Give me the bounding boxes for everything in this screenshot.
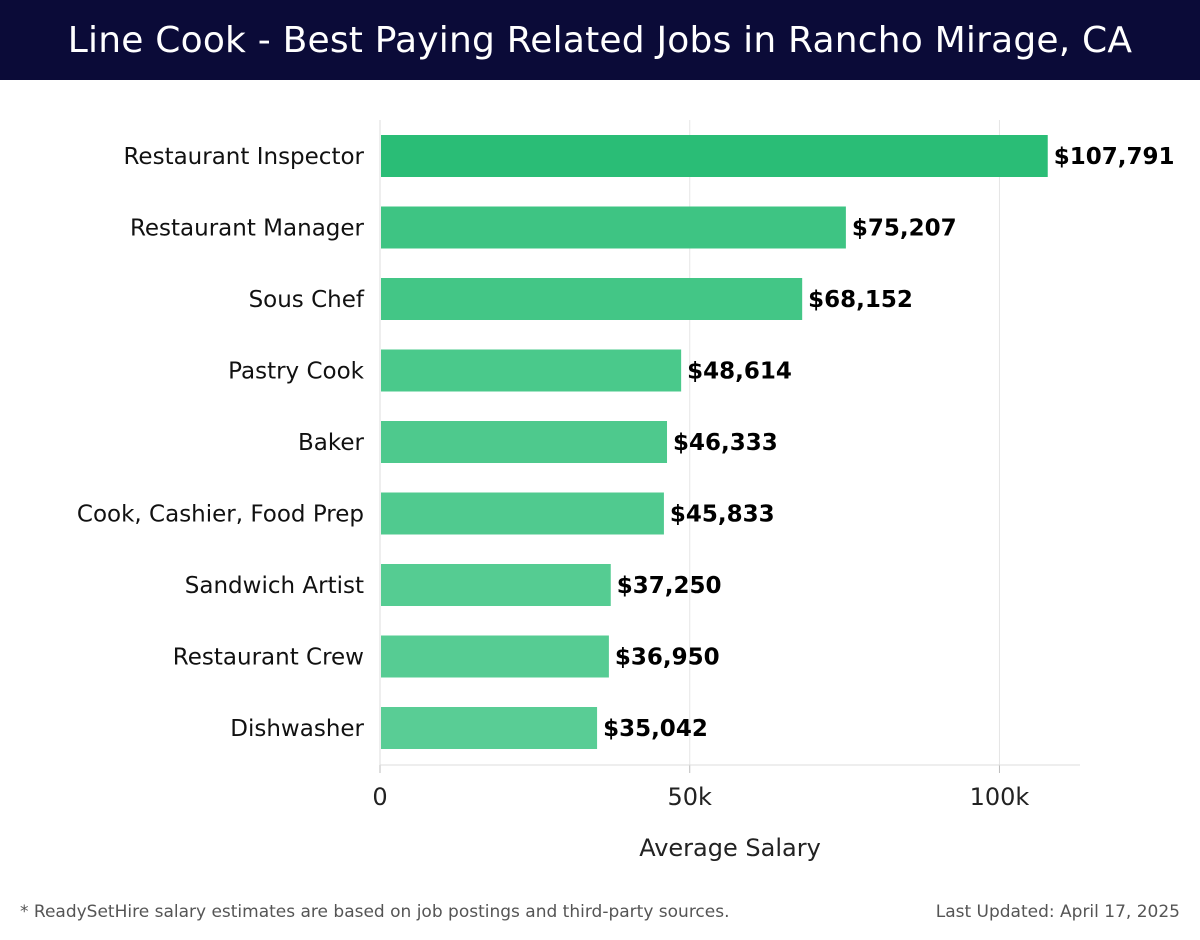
last-updated: Last Updated: April 17, 2025	[935, 902, 1180, 922]
bar	[381, 421, 668, 463]
x-tick-label: 0	[372, 783, 387, 811]
chart-header: Line Cook - Best Paying Related Jobs in …	[0, 0, 1200, 80]
value-label: $36,950	[615, 645, 720, 671]
category-label: Cook, Cashier, Food Prep	[77, 502, 364, 528]
value-label: $37,250	[617, 573, 722, 599]
value-label: $35,042	[603, 716, 708, 742]
category-label: Dishwasher	[230, 716, 364, 742]
bar	[381, 707, 598, 749]
category-label: Restaurant Crew	[173, 645, 364, 671]
bar	[381, 135, 1048, 177]
chart-title: Line Cook - Best Paying Related Jobs in …	[67, 19, 1133, 61]
category-label: Pastry Cook	[228, 359, 365, 385]
bar	[381, 492, 664, 535]
bar	[381, 564, 611, 606]
bar	[381, 349, 682, 392]
value-label: $75,207	[852, 216, 957, 242]
bar	[381, 635, 609, 678]
bars: $107,791 $75,207 $68,152 $48,614 $46,333 $45,…	[381, 135, 1174, 749]
axes: 0 50k 100k Restaurant Inspector Restaurant M…	[77, 120, 1080, 811]
x-tick-label: 50k	[668, 783, 713, 811]
category-label: Restaurant Inspector	[123, 144, 364, 170]
category-label: Sous Chef	[249, 287, 365, 313]
x-tick-label: 100k	[970, 783, 1030, 811]
x-axis-title: Average Salary	[639, 834, 821, 862]
value-label: $45,833	[670, 502, 775, 528]
category-label: Restaurant Manager	[130, 216, 365, 242]
category-label: Sandwich Artist	[185, 573, 364, 599]
value-label: $48,614	[687, 359, 792, 385]
footer-note: * ReadySetHire salary estimates are base…	[20, 902, 730, 922]
bar	[381, 278, 803, 320]
bar	[381, 206, 846, 249]
value-label: $68,152	[808, 287, 913, 313]
category-label: Baker	[298, 430, 365, 456]
value-label: $46,333	[673, 430, 778, 456]
bar-chart: $107,791 $75,207 $68,152 $48,614 $46,333 $45,…	[77, 120, 1174, 862]
value-label: $107,791	[1054, 144, 1175, 170]
